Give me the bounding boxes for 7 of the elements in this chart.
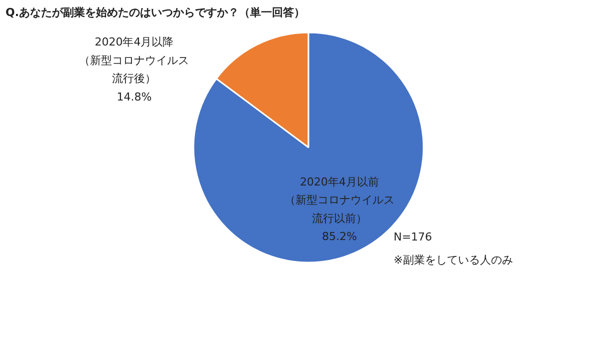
text: N=176: [394, 230, 432, 244]
data-label: 14.8%: [116, 90, 152, 104]
data-label: 85.2%: [322, 230, 357, 243]
text: ※副業をしている人のみ: [394, 254, 513, 267]
chart-title: Q.あなたが副業を始めたのはいつからですか？（単一回答）: [6, 6, 306, 19]
slice-label: 2020年4月以降（新型コロナウイルス流行後）: [79, 36, 190, 86]
slice-label: 2020年4月以前（新型コロナウイルス流行以前）: [284, 175, 394, 225]
